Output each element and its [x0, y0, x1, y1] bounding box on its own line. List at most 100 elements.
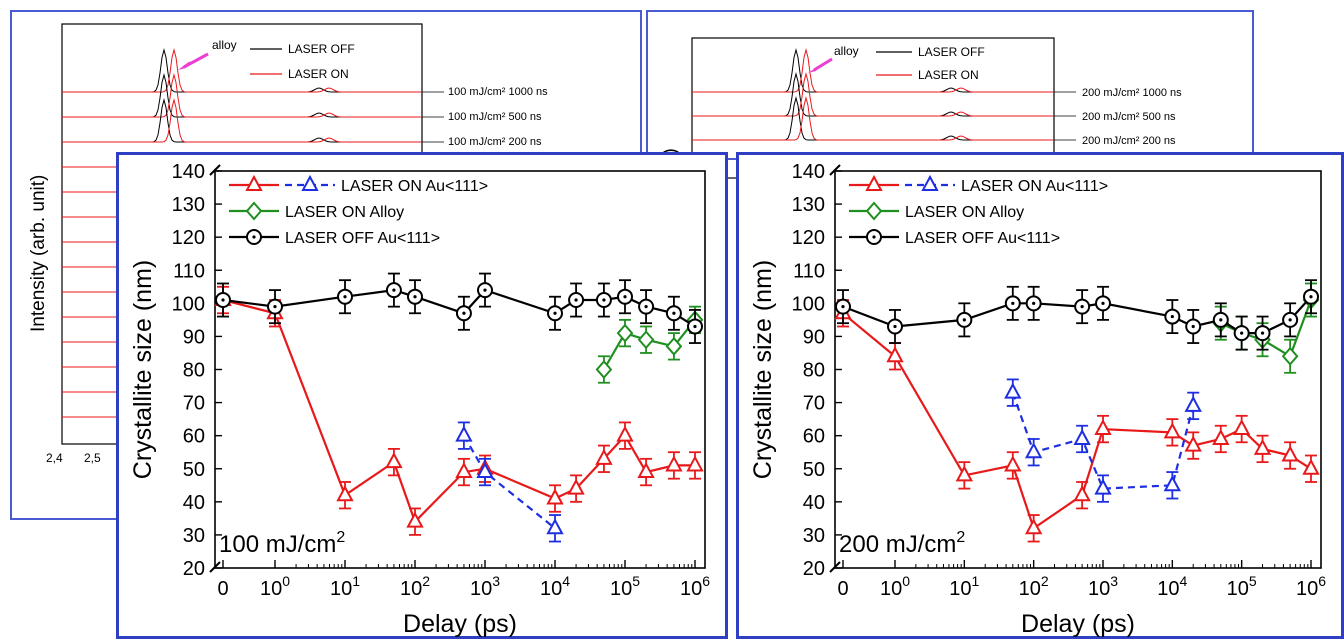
trace-label: 200 mJ/cm² 500 ns [1082, 111, 1176, 123]
laser-off-trace [692, 96, 1054, 141]
data-point-diamond [1281, 346, 1299, 366]
data-point-center [693, 324, 697, 329]
alloy-annotation: alloy [834, 44, 859, 58]
x-tick-label: 105 [610, 573, 640, 600]
x-tick-label: 104 [540, 573, 570, 600]
alloy-arrowhead [178, 61, 190, 70]
data-point-center [413, 295, 417, 299]
series-group [1004, 378, 1202, 503]
data-point-triangle [1004, 382, 1022, 399]
laser-off-trace [62, 98, 422, 143]
series-group [455, 421, 564, 543]
data-point-triangle [1212, 428, 1230, 445]
data-point-center [623, 295, 627, 299]
x-tick-label: 103 [470, 573, 500, 600]
series-group [835, 279, 1319, 351]
legend-laser-off: LASER OFF [918, 45, 985, 59]
fluence-annotation: 100 mJ/cm2 [219, 529, 345, 558]
data-point-triangle [476, 461, 494, 479]
y-axis-label: Crystallite size (nm) [129, 260, 157, 479]
data-point-triangle [1163, 422, 1182, 439]
data-point-triangle [1184, 395, 1202, 412]
trace-label: 100 mJ/cm² 500 ns [448, 111, 542, 123]
data-point-diamond [616, 323, 634, 343]
data-point-triangle [1281, 445, 1299, 462]
data-point-center [1101, 301, 1105, 305]
data-point-center [1011, 301, 1015, 305]
fluence-annotation: 200 mJ/cm2 [839, 529, 965, 558]
x-tick-label: 106 [680, 573, 710, 600]
data-point-triangle [1004, 455, 1022, 472]
y-tick-label: 20 [183, 558, 205, 580]
data-point-triangle [455, 425, 473, 442]
data-point-triangle [886, 346, 904, 363]
data-point-center [1309, 295, 1313, 299]
y-tick-label: 80 [803, 360, 825, 382]
laser-off-trace [62, 48, 422, 93]
x-tick-label: 106 [1296, 573, 1326, 600]
y-tick-label: 130 [792, 194, 825, 216]
y-tick-label: 30 [803, 525, 825, 547]
y-tick-label: 60 [803, 426, 825, 448]
data-point-triangle [1163, 475, 1182, 492]
laser-on-trace [692, 48, 1054, 93]
laser-on-trace [692, 96, 1054, 141]
data-point-center [273, 305, 277, 309]
data-point-triangle [686, 455, 704, 472]
data-point-triangle [665, 455, 683, 472]
laser-on-trace [692, 72, 1054, 117]
y-tick-label: 100 [172, 293, 205, 315]
data-point-triangle [1073, 428, 1091, 445]
legend-laser-off: LASER OFF [288, 42, 355, 56]
y-tick-label: 60 [183, 426, 205, 448]
x-tick-label: 2,5 [84, 451, 101, 465]
trace-label: 200 mJ/cm² 1000 ns [1082, 87, 1182, 99]
crystallite-plot-200: 20 30 40 50 60 70 80 90 100 110 120 130 140 0 100 101 10… [749, 161, 1326, 638]
data-point-center [872, 235, 876, 239]
y-tick-label: 140 [792, 161, 825, 183]
data-point-center [672, 311, 676, 315]
data-point-triangle [301, 174, 319, 191]
data-point-triangle [637, 461, 655, 479]
series-line [1011, 392, 1195, 490]
series-group [214, 285, 704, 536]
y-tick-label: 30 [183, 525, 205, 547]
y-tick-label: 70 [183, 393, 205, 415]
x-tick-label: 104 [1157, 573, 1187, 600]
data-point-center [602, 298, 606, 302]
axis-break-mark [829, 164, 841, 176]
y-tick-label: 100 [792, 293, 825, 315]
data-point-center [392, 288, 396, 292]
data-point-triangle [1302, 458, 1320, 475]
legend-laser-on: LASER ON [288, 67, 349, 81]
data-point-diamond [665, 336, 683, 356]
x-tick-label: 101 [330, 573, 360, 600]
data-point-center [1288, 318, 1292, 322]
data-point-center [644, 305, 648, 309]
xrd-plot-200: alloy LASER OFF LASER ON 200 mJ/cm² 1000… [660, 37, 1182, 179]
x-tick-label: 103 [1088, 573, 1118, 600]
legend: LASER ON Au<111> LASER ON Alloy LASER OFF … [849, 174, 1108, 247]
legend-label: LASER ON Alloy [285, 204, 404, 221]
y-tick-label: 120 [172, 227, 205, 249]
data-point-triangle [1094, 478, 1112, 495]
data-point-center [1260, 331, 1265, 335]
data-point-center [893, 324, 897, 329]
x-tick-label: 105 [1227, 573, 1257, 600]
data-point-center [574, 298, 578, 302]
data-point-triangle [1253, 438, 1272, 455]
y-tick-label: 90 [803, 326, 825, 348]
data-point-center [841, 305, 845, 309]
axis-break-mark [209, 164, 221, 176]
data-point-triangle [455, 461, 473, 479]
data-point-diamond [245, 201, 263, 221]
data-point-triangle [245, 174, 263, 191]
alloy-arrowhead [808, 65, 820, 73]
legend-label: LASER ON Au<111> [961, 178, 1108, 195]
legend-laser-on: LASER ON [918, 68, 979, 82]
series-group [595, 305, 704, 384]
x-axis-label: Delay (ps) [403, 610, 517, 638]
data-point-center [462, 311, 466, 315]
data-point-center [343, 295, 347, 299]
data-point-triangle [567, 478, 585, 495]
